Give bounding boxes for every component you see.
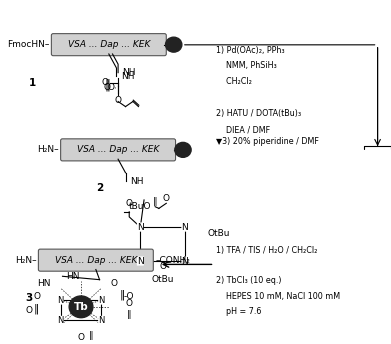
Text: NH: NH xyxy=(122,68,135,77)
Text: ‖: ‖ xyxy=(105,78,111,91)
Text: ‖: ‖ xyxy=(34,303,39,314)
Text: ‖: ‖ xyxy=(119,290,124,300)
Circle shape xyxy=(165,37,182,52)
Text: O: O xyxy=(111,279,118,288)
Text: FmocHN–: FmocHN– xyxy=(7,40,50,49)
Text: O: O xyxy=(163,194,170,203)
Text: ▼3) 20% piperidine / DMF: ▼3) 20% piperidine / DMF xyxy=(216,137,319,146)
Text: 1) TFA / TIS / H₂O / CH₂Cl₂: 1) TFA / TIS / H₂O / CH₂Cl₂ xyxy=(216,246,318,255)
Text: O: O xyxy=(104,84,111,93)
Text: tBuO: tBuO xyxy=(129,202,151,211)
FancyBboxPatch shape xyxy=(38,249,153,271)
Circle shape xyxy=(175,142,191,157)
Text: HEPES 10 mM, NaCl 100 mM: HEPES 10 mM, NaCl 100 mM xyxy=(216,292,341,301)
Text: OtBu: OtBu xyxy=(207,229,230,238)
Text: N: N xyxy=(98,295,105,304)
Circle shape xyxy=(69,296,93,318)
Text: O: O xyxy=(33,292,40,301)
FancyBboxPatch shape xyxy=(51,34,166,56)
Text: VSA ... Dap ... KEK: VSA ... Dap ... KEK xyxy=(77,146,159,154)
Text: H₂N–: H₂N– xyxy=(15,256,36,265)
Text: NH: NH xyxy=(130,177,143,186)
Text: 1: 1 xyxy=(29,78,36,88)
Text: 2) HATU / DOTA(tBu)₃: 2) HATU / DOTA(tBu)₃ xyxy=(216,109,301,118)
Text: O: O xyxy=(115,96,122,105)
Text: O: O xyxy=(107,84,114,93)
Text: O: O xyxy=(102,78,109,87)
Text: O: O xyxy=(77,333,84,342)
Text: –CONH₂: –CONH₂ xyxy=(155,256,190,265)
Text: NH: NH xyxy=(121,72,134,80)
Text: H₂N–: H₂N– xyxy=(37,146,59,154)
Text: N: N xyxy=(57,316,64,325)
Text: ‖: ‖ xyxy=(127,310,131,319)
Text: O: O xyxy=(26,306,32,315)
Text: O: O xyxy=(126,200,133,208)
Text: ‖: ‖ xyxy=(153,197,158,206)
Text: HN: HN xyxy=(37,279,51,288)
Text: DIEA / DMF: DIEA / DMF xyxy=(216,125,271,134)
Text: HN: HN xyxy=(66,272,80,281)
Text: 1) Pd(OAc)₂, PPh₃: 1) Pd(OAc)₂, PPh₃ xyxy=(216,45,285,54)
Text: N: N xyxy=(137,223,144,232)
Text: NMM, PhSiH₃: NMM, PhSiH₃ xyxy=(216,62,277,71)
Text: O: O xyxy=(126,299,133,308)
Text: N: N xyxy=(181,257,188,266)
Text: 2: 2 xyxy=(96,183,103,193)
Text: pH = 7.6: pH = 7.6 xyxy=(216,307,262,316)
Text: CH₂Cl₂: CH₂Cl₂ xyxy=(216,77,252,86)
Text: VSA ... Dap ... KEK: VSA ... Dap ... KEK xyxy=(68,40,150,49)
Text: VSA ... Dap ... KEK: VSA ... Dap ... KEK xyxy=(55,256,137,265)
Text: 2) TbCl₃ (10 eq.): 2) TbCl₃ (10 eq.) xyxy=(216,276,282,285)
Text: N: N xyxy=(98,316,105,325)
Text: Tb: Tb xyxy=(74,302,88,312)
Text: O: O xyxy=(159,262,166,271)
Text: ‖: ‖ xyxy=(88,331,93,340)
Text: -O: -O xyxy=(124,292,135,301)
Text: N: N xyxy=(57,295,64,304)
Text: N: N xyxy=(137,257,144,266)
Text: 3: 3 xyxy=(25,293,33,303)
Text: OtBu: OtBu xyxy=(151,275,174,283)
FancyBboxPatch shape xyxy=(61,139,176,161)
Text: N: N xyxy=(181,223,188,232)
